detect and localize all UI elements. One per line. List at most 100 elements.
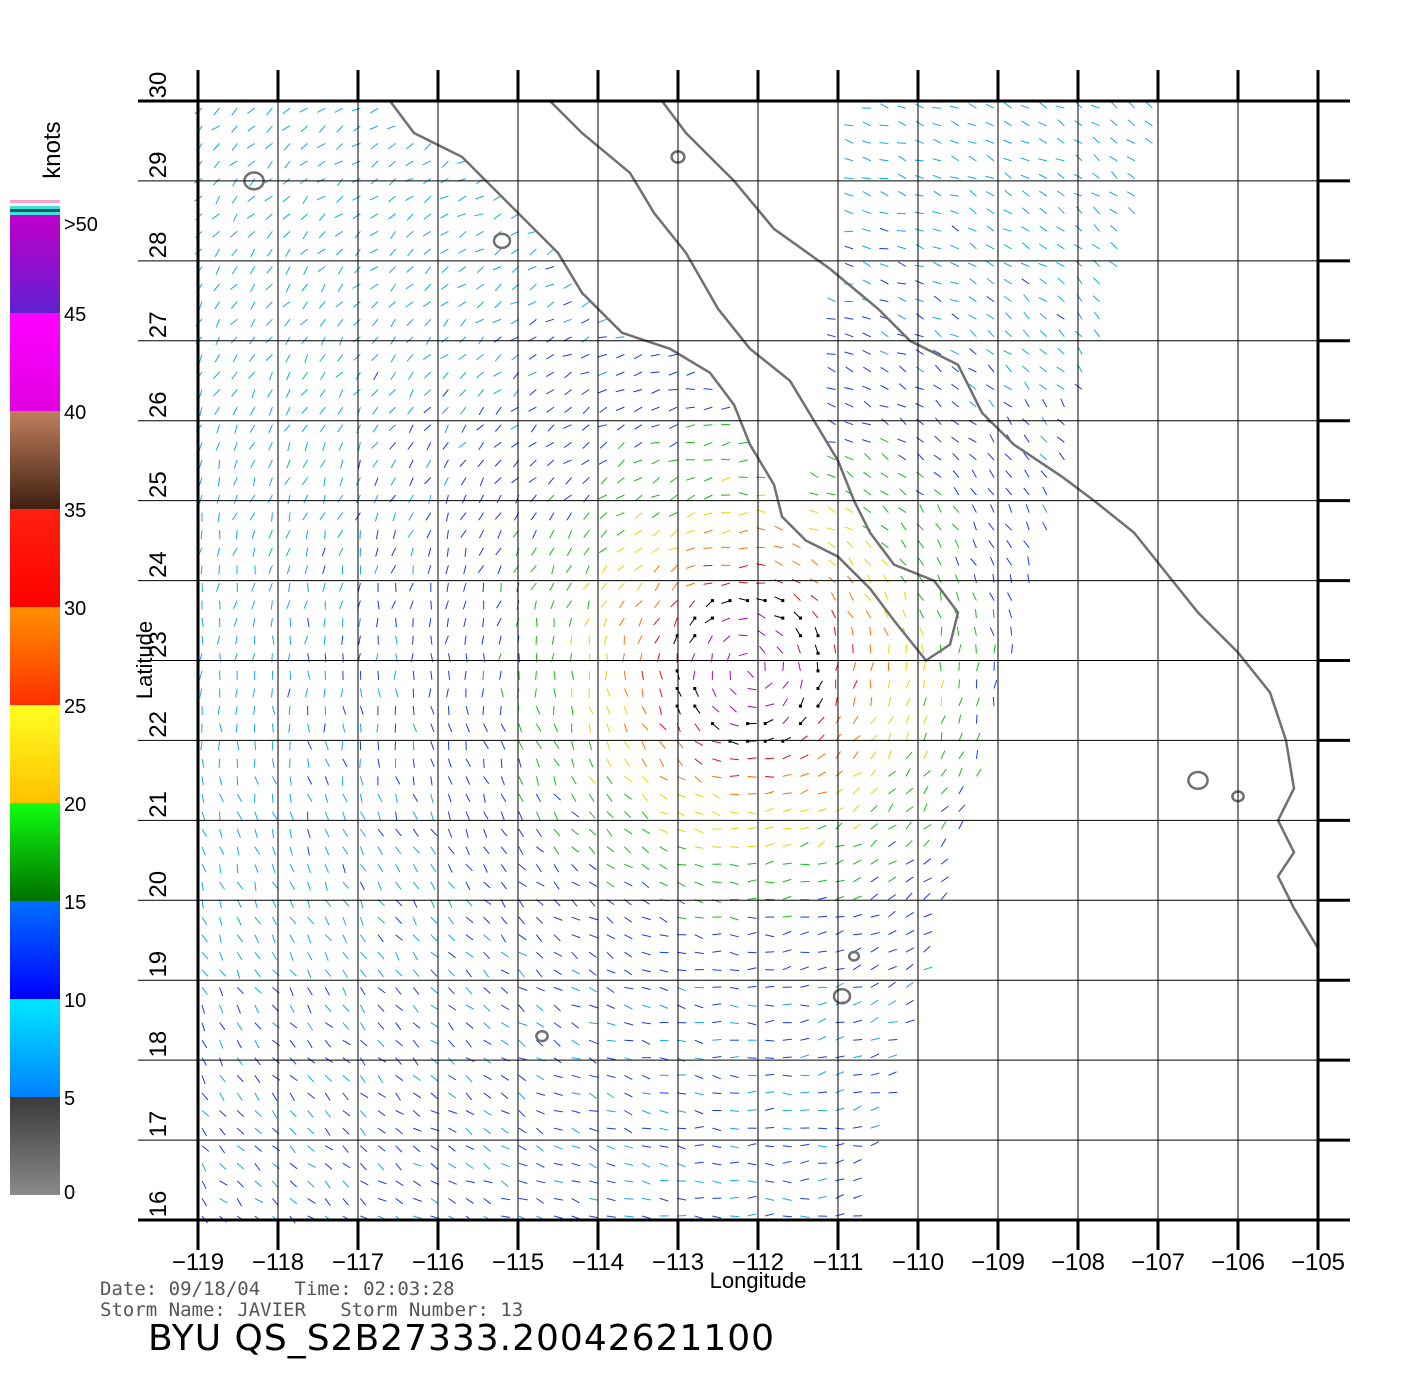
- wind-vector: [835, 1055, 845, 1059]
- wind-vector: [335, 371, 344, 378]
- wind-vector: [233, 600, 238, 610]
- wind-vector: [870, 839, 877, 848]
- wind-vector: [409, 477, 414, 486]
- wind-vector: [390, 459, 397, 468]
- wind-vector: [478, 442, 485, 451]
- wind-vector: [483, 1039, 492, 1046]
- wind-vector: [694, 1110, 704, 1115]
- wind-vector: [213, 283, 220, 292]
- wind-vector: [201, 793, 205, 803]
- wind-vector: [765, 1039, 775, 1042]
- wind-vector: [1005, 487, 1012, 496]
- wind-vector: [266, 107, 273, 116]
- wind-vector: [200, 565, 203, 575]
- wind-vector: [729, 1215, 740, 1218]
- wind-vector: [950, 120, 960, 127]
- wind-vector: [1091, 243, 1100, 250]
- wind-vector: [852, 859, 862, 865]
- wind-vector: [284, 318, 291, 327]
- wind-vector: [302, 231, 309, 240]
- wind-vector: [828, 559, 836, 566]
- wind-vector: [588, 811, 596, 819]
- wind-vector: [359, 934, 366, 943]
- wind-vector: [288, 512, 291, 522]
- wind-vector: [694, 740, 704, 746]
- wind-vector: [765, 1107, 775, 1111]
- wind-vector: [377, 1162, 385, 1171]
- wind-vector-field: [194, 101, 1153, 1224]
- wind-vector: [933, 138, 942, 144]
- wind-vector: [342, 1180, 350, 1188]
- wind-vector: [201, 635, 204, 645]
- wind-vector: [360, 1162, 367, 1171]
- wind-vector: [360, 863, 367, 872]
- wind-vector: [1093, 153, 1100, 162]
- wind-vector: [729, 1179, 740, 1182]
- wind-vector: [407, 529, 414, 538]
- wind-vector: [553, 1197, 563, 1201]
- wind-vector: [935, 522, 942, 531]
- wind-vector: [817, 1071, 827, 1076]
- y-tick-label: 28: [145, 232, 172, 259]
- wind-vector: [862, 332, 872, 338]
- wind-vector: [782, 681, 789, 689]
- wind-vector: [1056, 190, 1065, 197]
- wind-vector: [304, 565, 309, 575]
- wind-vector: [641, 1215, 651, 1219]
- wind-vector: [320, 371, 326, 380]
- wind-vector: [782, 792, 792, 795]
- wind-vector: [853, 913, 862, 918]
- wind-vector: [862, 121, 872, 127]
- wind-vector: [844, 387, 854, 390]
- wind-vector: [659, 969, 669, 973]
- wind-vector: [412, 811, 418, 820]
- wind-vector: [284, 160, 291, 169]
- wind-vector: [213, 160, 220, 169]
- wind-vector: [536, 951, 544, 959]
- wind-vector: [518, 1022, 528, 1027]
- wind-vector: [571, 1004, 581, 1008]
- wind-vector: [500, 1180, 509, 1188]
- wind-vector: [271, 758, 275, 768]
- wind-vector: [285, 529, 291, 539]
- wind-vector: [534, 688, 537, 698]
- wind-vector: [616, 547, 625, 553]
- wind-vector: [500, 951, 510, 958]
- wind-vector: [548, 512, 555, 521]
- wind-vector: [320, 283, 326, 293]
- wind-vector: [271, 776, 278, 785]
- wind-vector: [430, 828, 438, 837]
- rain-flag: [763, 599, 767, 603]
- wind-vector: [201, 1127, 207, 1137]
- wind-vector: [428, 688, 432, 698]
- wind-vector: [987, 364, 995, 373]
- wind-vector: [1022, 329, 1030, 338]
- wind-vector: [844, 438, 854, 443]
- wind-vector: [990, 504, 995, 513]
- wind-vector: [747, 670, 754, 678]
- wind-vector: [624, 828, 633, 835]
- wind-vector: [915, 349, 924, 355]
- wind-vector: [301, 406, 308, 415]
- wind-vector: [677, 793, 686, 798]
- wind-vector: [606, 828, 613, 837]
- wind-vector: [553, 1092, 563, 1096]
- wind-vector: [483, 740, 489, 750]
- wind-vector: [617, 582, 625, 590]
- wind-vector: [615, 336, 625, 339]
- wind-vector: [933, 454, 942, 461]
- wind-vector: [571, 846, 580, 853]
- wind-vector: [1006, 557, 1013, 566]
- wind-vector: [337, 318, 344, 327]
- wind-vector: [465, 705, 469, 715]
- wind-vector: [571, 934, 581, 939]
- wind-vector: [800, 1054, 810, 1059]
- wind-vector: [463, 617, 467, 628]
- wind-vector: [800, 789, 809, 795]
- wind-vector: [747, 916, 757, 919]
- wind-vector: [372, 459, 379, 468]
- wind-vector: [905, 930, 915, 936]
- wind-vector: [518, 793, 524, 803]
- y-tick-label: 17: [145, 1111, 172, 1138]
